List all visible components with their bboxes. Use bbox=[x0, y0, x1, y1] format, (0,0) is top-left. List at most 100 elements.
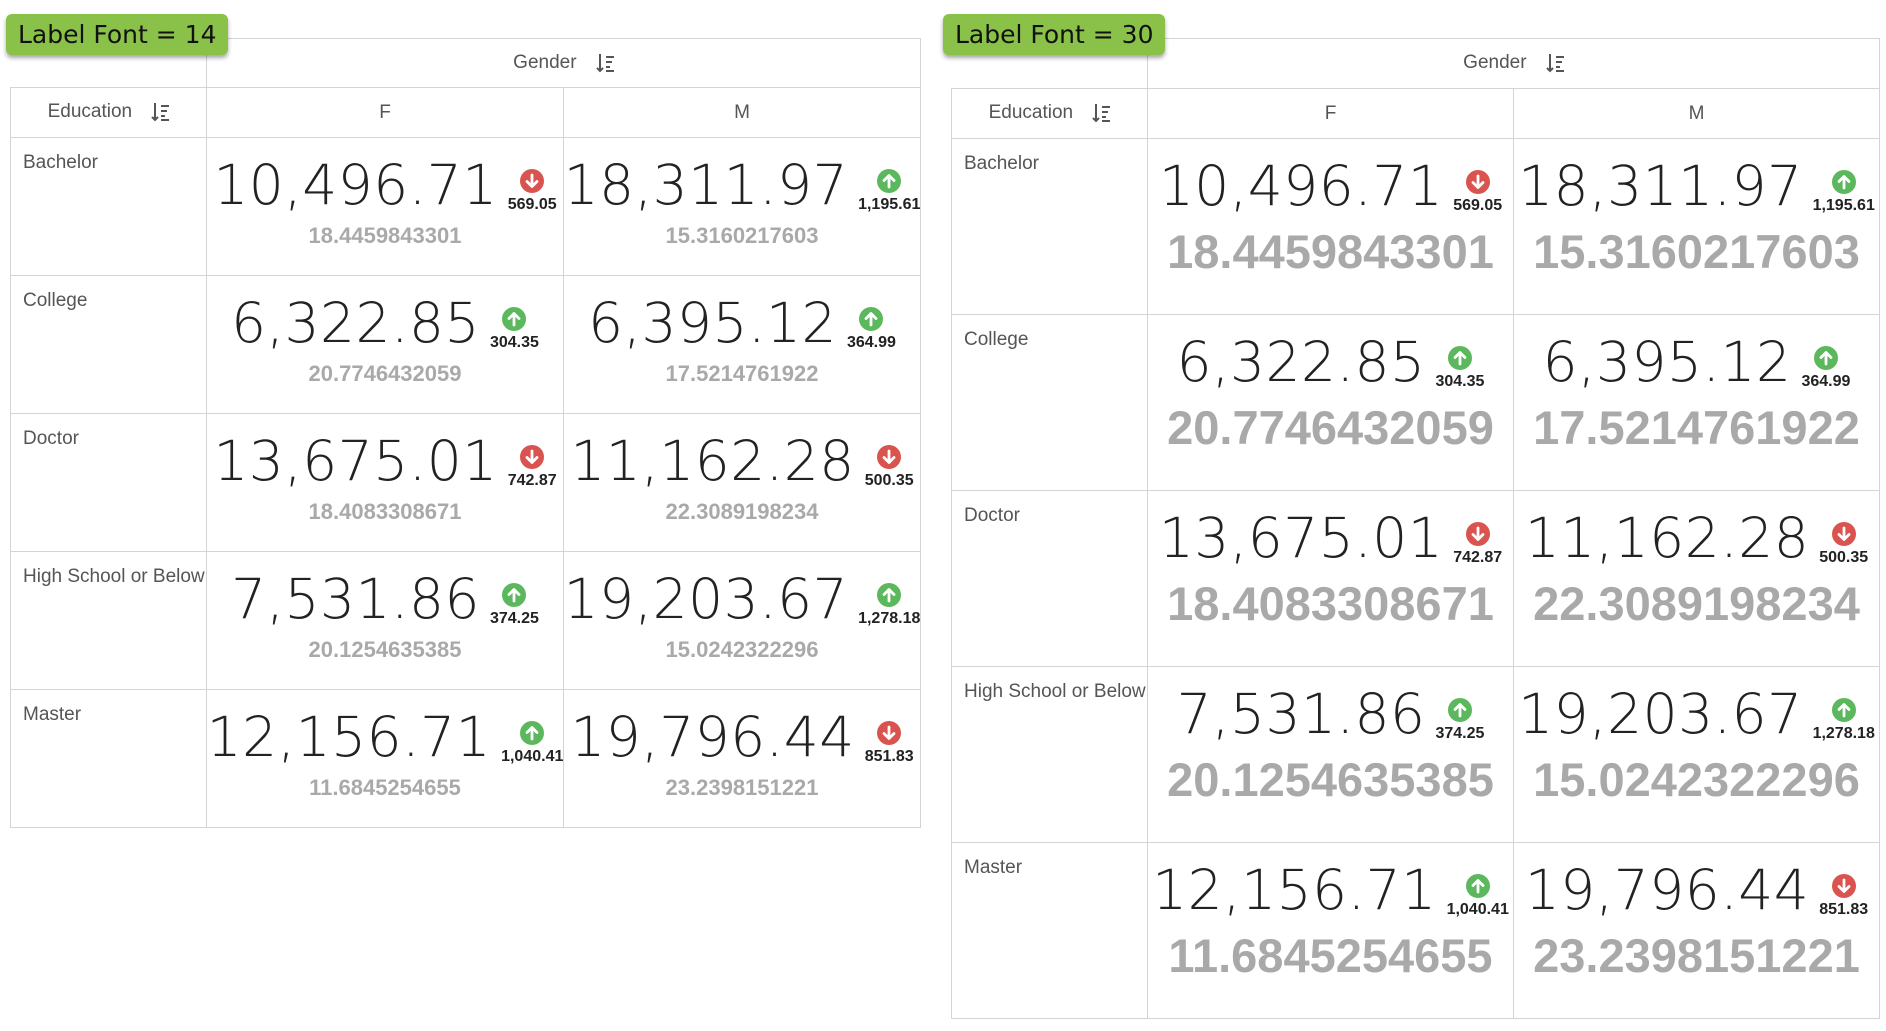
kpi-value-row: 7,531.86 374.25 bbox=[1148, 687, 1513, 742]
kpi-change: 374.25 bbox=[1435, 698, 1484, 742]
kpi-sub-value: 15.0242322296 bbox=[1533, 753, 1860, 806]
kpi-change-value: 1,278.18 bbox=[1812, 725, 1875, 742]
kpi-value: 6,322.85 bbox=[231, 291, 480, 355]
kpi-value: 7,531.86 bbox=[231, 567, 480, 631]
kpi-value: 10,496.71 bbox=[213, 153, 498, 217]
kpi-cell: 6,395.12 364.99 17.5214761922 bbox=[563, 275, 921, 414]
kpi-sub-value: 15.3160217603 bbox=[665, 223, 819, 248]
kpi-cell: 18,311.97 1,195.61 15.3160217603 bbox=[563, 137, 921, 276]
row-header: High School or Below bbox=[951, 666, 1148, 843]
kpi-change: 304.35 bbox=[1435, 346, 1484, 390]
kpi-sub-value: 17.5214761922 bbox=[665, 361, 819, 386]
kpi-change-value: 1,278.18 bbox=[858, 610, 921, 627]
kpi-change-value: 364.99 bbox=[846, 334, 896, 351]
kpi-value-row: 19,203.67 1,278.18 bbox=[1514, 687, 1879, 742]
kpi-change: 569.05 bbox=[508, 169, 557, 213]
column-header-f: F bbox=[206, 87, 564, 138]
kpi-change: 851.83 bbox=[865, 721, 914, 765]
arrow-up-circle-icon bbox=[1447, 346, 1472, 370]
kpi-sub-value: 18.4083308671 bbox=[1167, 577, 1494, 630]
sort-descending-icon[interactable] bbox=[1092, 103, 1111, 123]
sort-descending-icon[interactable] bbox=[1546, 53, 1564, 73]
kpi-sub-value: 22.3089198234 bbox=[1533, 577, 1860, 630]
kpi-sub-value: 17.5214761922 bbox=[1533, 401, 1860, 454]
arrow-down-circle-icon bbox=[1465, 522, 1490, 546]
kpi-value-row: 6,395.12 364.99 bbox=[1514, 335, 1879, 390]
kpi-sub-value: 20.1254635385 bbox=[308, 637, 462, 662]
kpi-cell: 19,203.67 1,278.18 15.0242322296 bbox=[1513, 666, 1880, 843]
kpi-value: 6,395.12 bbox=[588, 291, 837, 355]
kpi-value-row: 6,395.12 364.99 bbox=[564, 296, 920, 351]
table-row: College 6,322.85 304.35 20.7746432059 6,395.… bbox=[10, 275, 921, 414]
row-header: Master bbox=[951, 842, 1148, 1019]
kpi-value: 11,162.28 bbox=[1524, 506, 1810, 570]
kpi-change: 1,278.18 bbox=[858, 583, 920, 627]
kpi-sub-value: 23.2398151221 bbox=[1533, 929, 1860, 982]
sort-descending-icon[interactable] bbox=[151, 102, 170, 122]
kpi-value: 6,322.85 bbox=[1176, 330, 1426, 394]
kpi-change: 500.35 bbox=[1819, 522, 1868, 566]
table-row: Doctor 13,675.01 742.87 18.4083308671 11,162… bbox=[951, 490, 1880, 667]
kpi-value: 12,156.71 bbox=[206, 705, 492, 769]
kpi-value: 18,311.97 bbox=[1518, 154, 1803, 218]
kpi-change: 1,195.61 bbox=[1813, 170, 1875, 214]
kpi-sub-value: 20.7746432059 bbox=[1167, 401, 1494, 454]
arrow-up-circle-icon bbox=[1447, 698, 1472, 722]
kpi-value: 18,311.97 bbox=[563, 153, 849, 217]
label-font-14-badge: Label Font = 14 bbox=[6, 14, 229, 55]
kpi-change: 851.83 bbox=[1819, 874, 1868, 918]
kpi-value-row: 13,675.01 742.87 bbox=[207, 434, 563, 489]
kpi-change-value: 569.05 bbox=[507, 196, 557, 213]
kpi-sub-value: 11.6845254655 bbox=[309, 775, 461, 800]
row-dimension-header[interactable]: Education bbox=[951, 88, 1148, 139]
kpi-change-value: 569.05 bbox=[1453, 197, 1503, 214]
kpi-value-row: 12,156.71 1,040.41 bbox=[1148, 863, 1513, 918]
kpi-change: 1,040.41 bbox=[501, 721, 563, 765]
kpi-value-row: 19,796.44 851.83 bbox=[564, 710, 920, 765]
arrow-up-circle-icon bbox=[859, 307, 884, 331]
row-header: Bachelor bbox=[10, 137, 207, 276]
kpi-change: 1,278.18 bbox=[1813, 698, 1875, 742]
kpi-sub-value: 15.3160217603 bbox=[1533, 225, 1860, 278]
kpi-sub-value: 20.7746432059 bbox=[308, 361, 462, 386]
kpi-change: 742.87 bbox=[1453, 522, 1502, 566]
kpi-value: 12,156.71 bbox=[1152, 858, 1437, 922]
kpi-change: 364.99 bbox=[1801, 346, 1850, 390]
kpi-change-value: 742.87 bbox=[507, 472, 557, 489]
column-header-m: M bbox=[1513, 88, 1880, 139]
kpi-value: 10,496.71 bbox=[1158, 154, 1444, 218]
arrow-down-circle-icon bbox=[877, 721, 902, 745]
kpi-sub-value: 22.3089198234 bbox=[665, 499, 819, 524]
sort-descending-icon[interactable] bbox=[596, 53, 614, 73]
kpi-change-value: 851.83 bbox=[1819, 901, 1869, 918]
kpi-cell: 19,796.44 851.83 23.2398151221 bbox=[1513, 842, 1880, 1019]
kpi-value: 13,675.01 bbox=[213, 429, 498, 493]
kpi-change-value: 1,040.41 bbox=[1446, 901, 1509, 918]
arrow-up-circle-icon bbox=[1813, 346, 1838, 370]
arrow-down-circle-icon bbox=[1465, 170, 1490, 194]
kpi-cell: 19,796.44 851.83 23.2398151221 bbox=[563, 689, 921, 828]
kpi-value-row: 12,156.71 1,040.41 bbox=[206, 705, 564, 769]
arrow-up-circle-icon bbox=[877, 583, 902, 607]
column-dimension-header[interactable]: Gender bbox=[1147, 38, 1880, 89]
kpi-cell: 7,531.86 374.25 20.1254635385 bbox=[206, 551, 564, 690]
arrow-up-circle-icon bbox=[1465, 874, 1490, 898]
column-header-f: F bbox=[1147, 88, 1514, 139]
kpi-value: 19,203.67 bbox=[1518, 682, 1803, 746]
row-header: Doctor bbox=[10, 413, 207, 552]
row-header: Doctor bbox=[951, 490, 1148, 667]
kpi-change-value: 500.35 bbox=[1819, 549, 1869, 566]
kpi-change: 1,040.41 bbox=[1447, 874, 1509, 918]
column-dimension-header[interactable]: Gender bbox=[206, 38, 921, 88]
pivot-table-label-font-30: Gender Education F M Bachelor 10,496.71 56… bbox=[951, 38, 1880, 1019]
kpi-cell: 11,162.28 500.35 22.3089198234 bbox=[563, 413, 921, 552]
kpi-sub-value: 18.4083308671 bbox=[308, 499, 462, 524]
column-header-m: M bbox=[563, 87, 921, 138]
kpi-value: 19,203.67 bbox=[563, 567, 849, 631]
row-dimension-header[interactable]: Education bbox=[10, 87, 207, 138]
row-header: College bbox=[10, 275, 207, 414]
arrow-down-circle-icon bbox=[877, 445, 902, 469]
kpi-value-row: 19,203.67 1,278.18 bbox=[563, 567, 921, 631]
column-dimension-label: Gender bbox=[1463, 52, 1527, 74]
arrow-up-circle-icon bbox=[1831, 170, 1856, 194]
